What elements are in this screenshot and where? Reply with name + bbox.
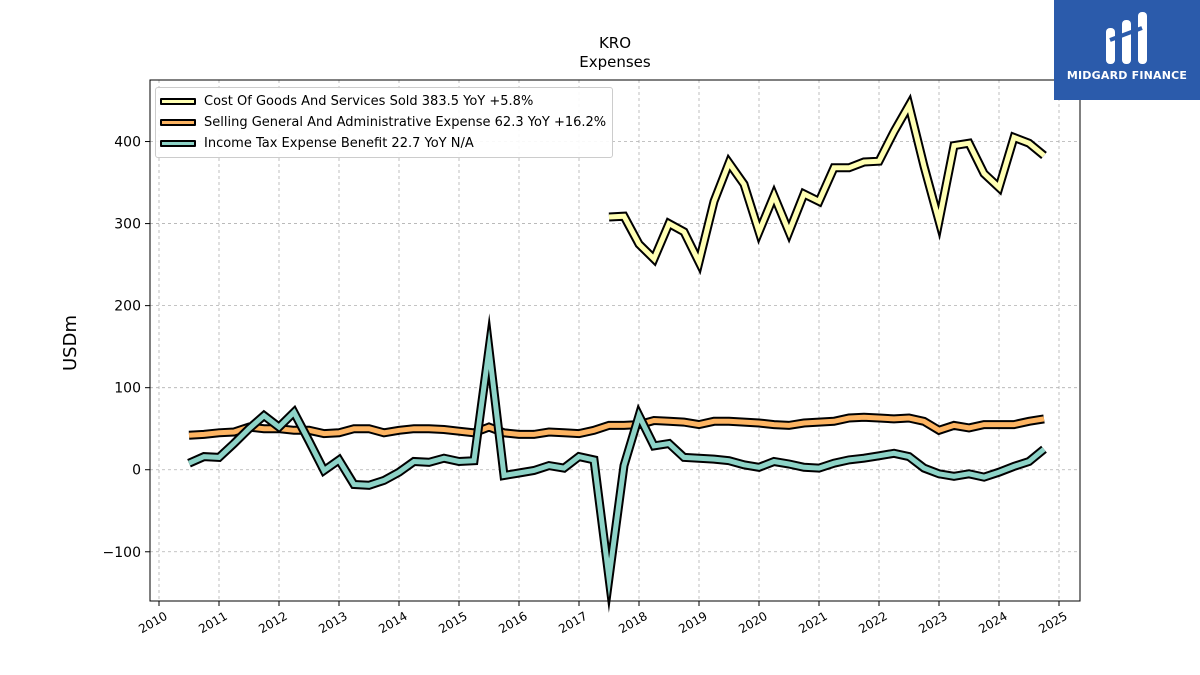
x-tick-label: 2010 (136, 609, 169, 636)
x-tick-label: 2025 (1036, 609, 1069, 636)
x-tick-label: 2012 (256, 609, 289, 636)
legend: Cost Of Goods And Services Sold 383.5 Yo… (155, 87, 614, 158)
y-tick-label: 0 (132, 463, 141, 479)
legend-item: Selling General And Administrative Expen… (160, 112, 606, 133)
x-tick-label: 2018 (616, 609, 649, 636)
legend-swatch-sga (160, 119, 196, 126)
legend-swatch-cogs (160, 98, 196, 105)
y-tick-label: 300 (114, 217, 141, 233)
logo-text: MIDGARD FINANCE (1066, 69, 1188, 82)
x-tick-label: 2016 (496, 609, 529, 636)
x-tick-label: 2013 (316, 609, 349, 636)
x-tick-label: 2021 (796, 609, 829, 636)
series-layer (187, 93, 1047, 613)
series-line (608, 98, 1046, 270)
axes: −100 0 100 200 300 400 2010 2011 2012 2013 2014 201… (103, 135, 1070, 637)
x-tick-label: 2014 (376, 609, 409, 636)
series-1 (608, 93, 1047, 276)
y-tick-label: −100 (103, 545, 141, 561)
chart-title: KRO (599, 34, 631, 52)
legend-item: Income Tax Expense Benefit 22.7 YoY N/A (160, 133, 606, 154)
series-3 (187, 313, 1047, 613)
legend-label: Income Tax Expense Benefit 22.7 YoY N/A (204, 136, 474, 151)
series-line (187, 329, 1046, 598)
plot-frame (149, 79, 1081, 602)
brand-logo: MIDGARD FINANCE (1054, 0, 1200, 100)
series-line (188, 414, 1045, 438)
x-tick-label: 2023 (916, 609, 949, 636)
legend-label: Selling General And Administrative Expen… (204, 115, 607, 130)
midgard-logo-icon (1106, 12, 1147, 64)
series-2 (188, 412, 1045, 440)
x-tick-label: 2017 (556, 609, 589, 636)
y-tick-label: 100 (114, 381, 141, 397)
y-tick-label: 400 (114, 135, 141, 151)
chart-subtitle: Expenses (579, 53, 651, 71)
legend-swatch-income-tax (160, 140, 196, 147)
legend-label: Cost Of Goods And Services Sold 383.5 Yo… (204, 94, 534, 109)
x-tick-label: 2011 (196, 609, 229, 636)
y-tick-label: 200 (114, 299, 141, 315)
x-tick-label: 2020 (736, 609, 769, 636)
x-tick-label: 2024 (976, 609, 1009, 636)
legend-item: Cost Of Goods And Services Sold 383.5 Yo… (160, 91, 606, 112)
x-tick-label: 2022 (856, 609, 889, 636)
x-tick-label: 2015 (436, 609, 469, 636)
y-axis-label: USDm (60, 315, 81, 371)
x-tick-label: 2019 (676, 609, 709, 636)
